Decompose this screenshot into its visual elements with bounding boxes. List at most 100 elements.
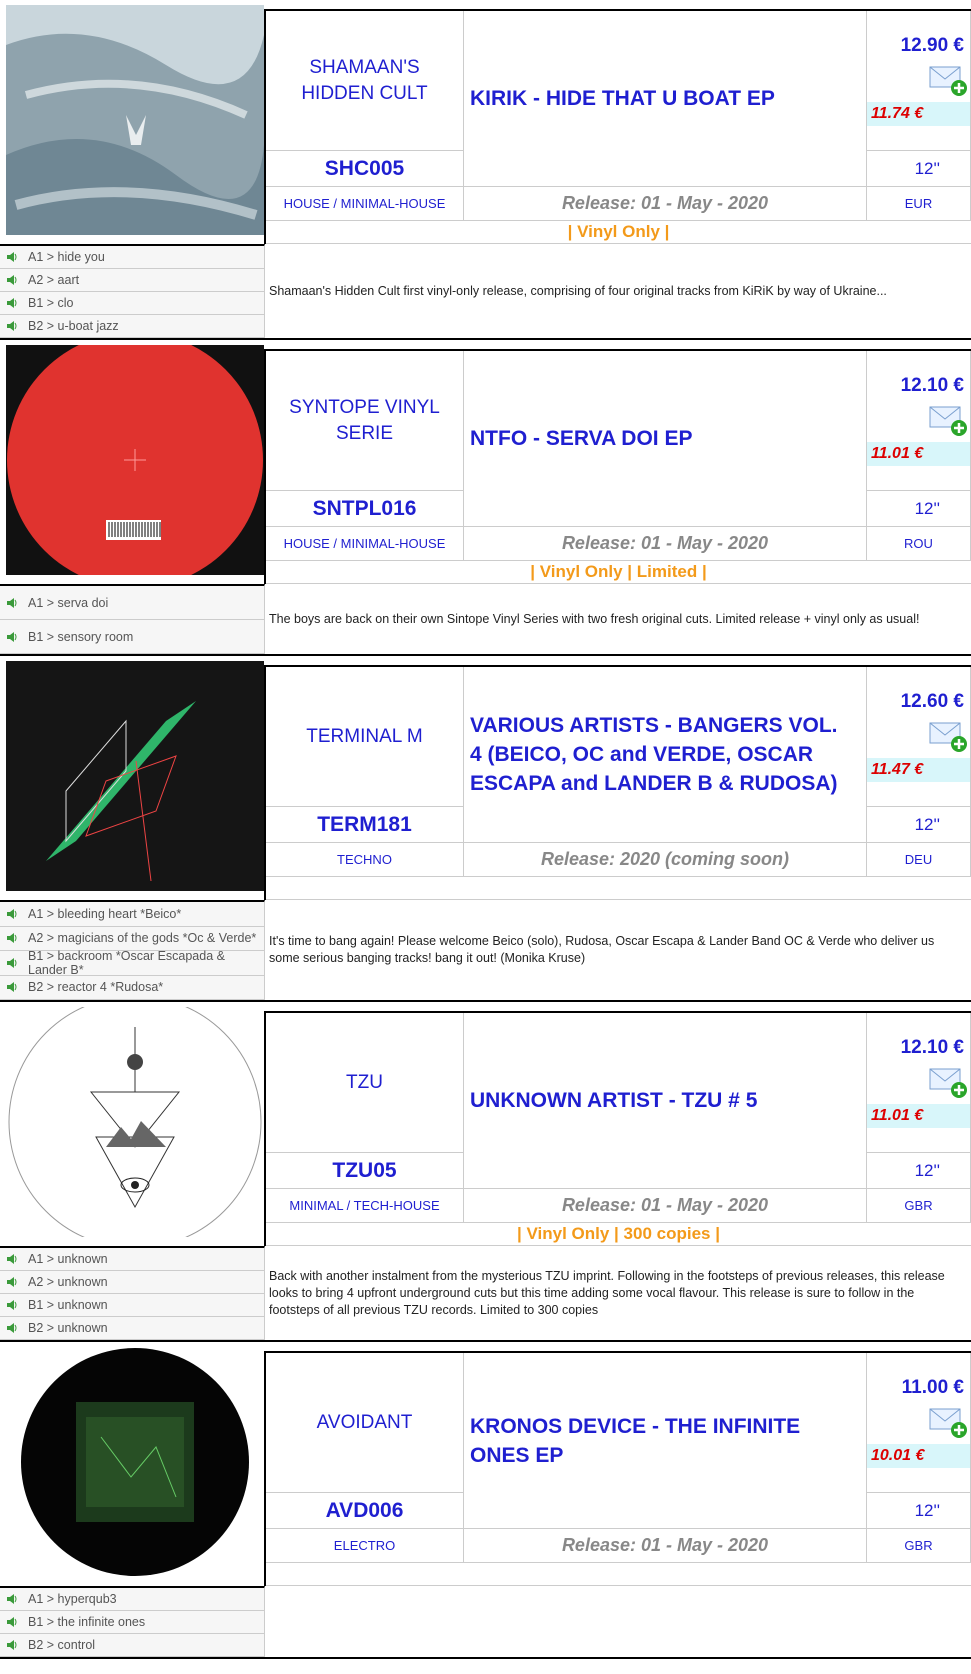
country: EUR: [867, 187, 971, 221]
track[interactable]: B1 > backroom *Oscar Escapada & Lander B…: [0, 948, 264, 977]
track-name[interactable]: A1 > bleeding heart *Beico*: [28, 906, 182, 921]
catalog-number: TZU05: [266, 1153, 464, 1189]
cover-image[interactable]: [6, 1007, 264, 1237]
description: It's time to bang again! Please welcome …: [269, 934, 935, 965]
track-name[interactable]: B2 > control: [28, 1638, 96, 1652]
track[interactable]: A1 > hyperqub3: [0, 1588, 264, 1611]
tracklist: A1 > hyperqub3 B1 > the infinite ones B2 >…: [0, 1586, 265, 1657]
genre[interactable]: TECHNO: [266, 843, 464, 877]
country: GBR: [867, 1189, 971, 1223]
price: 12.10 €: [900, 375, 964, 396]
record-title[interactable]: NTFO - SERVA DOI EP: [464, 351, 867, 527]
track[interactable]: A1 > hide you: [0, 246, 264, 269]
track[interactable]: A2 > magicians of the gods *Oc & Verde*: [0, 926, 264, 951]
record-info: TZU UNKNOWN ARTIST - TZU # 5 12.10 € 11.01 …: [264, 1011, 971, 1246]
price-box: 12.10 € 11.01 €: [867, 1013, 971, 1153]
label-name[interactable]: AVOIDANT: [266, 1353, 464, 1493]
track[interactable]: B2 > reactor 4 *Rudosa*: [0, 975, 264, 1000]
track-name[interactable]: A1 > serva doi: [28, 595, 109, 610]
genre[interactable]: HOUSE / MINIMAL-HOUSE: [266, 187, 464, 221]
track-name[interactable]: B2 > u-boat jazz: [28, 319, 119, 333]
release-date: Release: 01 - May - 2020: [464, 527, 867, 561]
track-name[interactable]: B1 > sensory room: [28, 629, 134, 644]
track[interactable]: B1 > unknown: [0, 1294, 264, 1317]
track[interactable]: B2 > u-boat jazz: [0, 315, 264, 338]
price: 12.90 €: [900, 35, 964, 56]
track[interactable]: B2 > unknown: [0, 1317, 264, 1340]
discount-price: 11.01 €: [867, 1104, 970, 1128]
genre[interactable]: HOUSE / MINIMAL-HOUSE: [266, 527, 464, 561]
tracklist: A1 > hide you A2 > aart B1 > clo B2 > u-boa…: [0, 244, 265, 338]
track-name[interactable]: B2 > unknown: [28, 1321, 108, 1335]
track[interactable]: B2 > control: [0, 1634, 264, 1657]
envelope-icon[interactable]: [928, 1065, 968, 1099]
tracklist: A1 > bleeding heart *Beico* A2 > magician…: [0, 900, 265, 1000]
record-bottom: A1 > unknown A2 > unknown B1 > unknown B2 >…: [0, 1246, 971, 1340]
track-name[interactable]: B1 > backroom *Oscar Escapada & Lander B…: [28, 948, 225, 977]
release-date: Release: 01 - May - 2020: [464, 187, 867, 221]
catalog-number: SHC005: [266, 151, 464, 187]
track-name[interactable]: A1 > unknown: [28, 1252, 108, 1266]
cover-image[interactable]: [6, 345, 264, 575]
track[interactable]: B1 > the infinite ones: [0, 1611, 264, 1634]
track[interactable]: A1 > serva doi: [0, 586, 264, 620]
label-name[interactable]: TERMINAL M: [266, 667, 464, 807]
catalog-number: AVD006: [266, 1493, 464, 1529]
tracklist: A1 > unknown A2 > unknown B1 > unknown B2 >…: [0, 1246, 265, 1340]
genre[interactable]: MINIMAL / TECH-HOUSE: [266, 1189, 464, 1223]
availability: [266, 1563, 971, 1586]
description: The boys are back on their own Sintope V…: [269, 611, 920, 626]
track[interactable]: B1 > sensory room: [0, 620, 264, 654]
track-name[interactable]: B2 > reactor 4 *Rudosa*: [28, 980, 164, 995]
record-info: AVOIDANT KRONOS DEVICE - THE INFINITE ONE…: [264, 1351, 971, 1586]
record-bottom: A1 > bleeding heart *Beico* A2 > magician…: [0, 900, 971, 1000]
record-title[interactable]: KRONOS DEVICE - THE INFINITE ONES EP: [464, 1353, 867, 1529]
track-name[interactable]: B1 > unknown: [28, 1298, 108, 1312]
cover-image[interactable]: [6, 661, 264, 891]
track[interactable]: A2 > aart: [0, 269, 264, 292]
record-info: TERMINAL M VARIOUS ARTISTS - BANGERS VOL.…: [264, 665, 971, 900]
record-title[interactable]: VARIOUS ARTISTS - BANGERS VOL. 4 (BEICO,…: [464, 667, 867, 843]
track[interactable]: B1 > clo: [0, 292, 264, 315]
envelope-icon[interactable]: [928, 1405, 968, 1439]
envelope-icon[interactable]: [928, 403, 968, 437]
envelope-icon[interactable]: [928, 63, 968, 97]
discount-price: 10.01 €: [867, 1444, 970, 1468]
release-date: Release: 2020 (coming soon): [464, 843, 867, 877]
format: 12'': [867, 1493, 971, 1529]
genre[interactable]: ELECTRO: [266, 1529, 464, 1563]
envelope-icon[interactable]: [928, 719, 968, 753]
track[interactable]: A1 > bleeding heart *Beico*: [0, 902, 264, 927]
track[interactable]: A1 > unknown: [0, 1248, 264, 1271]
track[interactable]: A2 > unknown: [0, 1271, 264, 1294]
track-name[interactable]: B1 > clo: [28, 296, 74, 310]
discount-price: 11.47 €: [867, 758, 970, 782]
record: AVOIDANT KRONOS DEVICE - THE INFINITE ONE…: [0, 1342, 971, 1659]
record-bottom: A1 > hide you A2 > aart B1 > clo B2 > u-boa…: [0, 244, 971, 338]
description: Back with another instalment from the my…: [269, 1268, 945, 1317]
track-name[interactable]: A2 > aart: [28, 273, 80, 287]
discount-price: 11.01 €: [867, 442, 970, 466]
record-info: SYNTOPE VINYL SERIE NTFO - SERVA DOI EP 12…: [264, 349, 971, 584]
record-title[interactable]: UNKNOWN ARTIST - TZU # 5: [464, 1013, 867, 1189]
release-date: Release: 01 - May - 2020: [464, 1189, 867, 1223]
track-name[interactable]: A1 > hide you: [28, 250, 105, 264]
track-name[interactable]: B1 > the infinite ones: [28, 1615, 146, 1629]
label-name[interactable]: SYNTOPE VINYL SERIE: [266, 351, 464, 491]
track-name[interactable]: A2 > unknown: [28, 1275, 108, 1289]
record-title[interactable]: KIRIK - HIDE THAT U BOAT EP: [464, 11, 867, 187]
record-bottom: A1 > hyperqub3 B1 > the infinite ones B2 >…: [0, 1586, 971, 1657]
label-name[interactable]: SHAMAAN'S HIDDEN CULT: [266, 11, 464, 151]
price: 12.10 €: [900, 1037, 964, 1058]
label-name[interactable]: TZU: [266, 1013, 464, 1153]
tracklist: A1 > serva doi B1 > sensory room: [0, 584, 265, 654]
record-bottom: A1 > serva doi B1 > sensory room The boys …: [0, 584, 971, 654]
track-name[interactable]: A2 > magicians of the gods *Oc & Verde*: [28, 931, 257, 946]
track-name[interactable]: A1 > hyperqub3: [28, 1592, 117, 1606]
record: SHAMAAN'S HIDDEN CULT KIRIK - HIDE THAT U…: [0, 0, 971, 340]
cover-image[interactable]: [6, 5, 264, 235]
cover-image[interactable]: [6, 1347, 264, 1577]
price-box: 12.10 € 11.01 €: [867, 351, 971, 491]
